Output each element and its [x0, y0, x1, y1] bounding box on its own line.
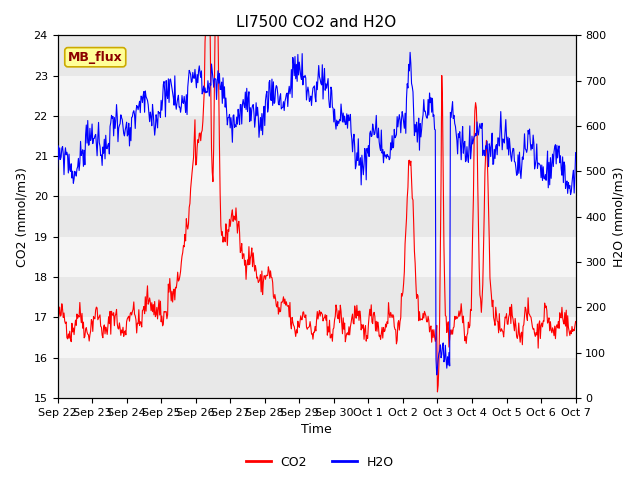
Y-axis label: CO2 (mmol/m3): CO2 (mmol/m3) — [15, 167, 28, 266]
Bar — [58, 76, 575, 116]
Bar — [58, 116, 575, 156]
Y-axis label: H2O (mmol/m3): H2O (mmol/m3) — [612, 167, 625, 267]
Bar — [58, 36, 575, 76]
Bar — [58, 156, 575, 196]
Bar — [58, 358, 575, 398]
Text: MB_flux: MB_flux — [68, 51, 123, 64]
Bar — [58, 317, 575, 358]
Bar — [58, 237, 575, 277]
Bar — [58, 277, 575, 317]
Title: LI7500 CO2 and H2O: LI7500 CO2 and H2O — [236, 15, 397, 30]
Bar — [58, 196, 575, 237]
Legend: CO2, H2O: CO2, H2O — [241, 451, 399, 474]
X-axis label: Time: Time — [301, 423, 332, 436]
